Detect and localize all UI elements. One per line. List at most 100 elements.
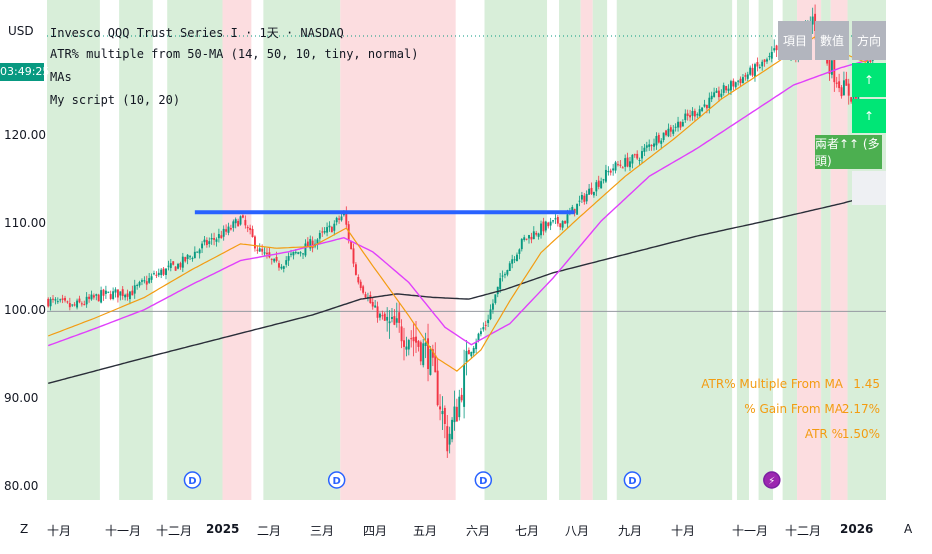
candle-body	[328, 225, 331, 228]
candle-body	[436, 370, 439, 406]
candle-body	[585, 193, 588, 202]
dividend-marker	[327, 471, 346, 489]
symbol-title[interactable]: Invesco QQQ Trust Series I · 1天 · NASDAQ	[50, 26, 344, 40]
candle-body	[744, 75, 747, 77]
candle-body	[299, 252, 302, 254]
candle-body	[451, 419, 454, 440]
candle-body	[126, 293, 129, 297]
candle-body	[496, 286, 499, 295]
candle-body	[304, 243, 307, 256]
candle-body	[403, 340, 405, 347]
candle-body	[547, 222, 550, 227]
candle-body	[650, 144, 653, 147]
candle-body	[253, 236, 256, 249]
candle-body	[566, 214, 569, 224]
indicator-mas-legend[interactable]: MAs	[50, 70, 72, 84]
candle-body	[434, 354, 437, 373]
candle-body	[431, 349, 434, 358]
candle-body	[258, 248, 261, 252]
candle-body	[73, 304, 76, 306]
candle-body	[835, 82, 838, 84]
candle-body	[556, 216, 559, 224]
candle-body	[754, 64, 756, 77]
candle-body	[528, 235, 530, 239]
candle-body	[616, 164, 619, 166]
candle-body	[448, 433, 451, 445]
candle-body	[580, 194, 583, 200]
table-cell-dir: ↑	[852, 63, 886, 97]
candle-body	[696, 114, 699, 116]
candle-body	[499, 278, 502, 290]
y-tick-label: 110.00	[4, 215, 46, 230]
table-cell-value	[815, 63, 849, 97]
candle-body	[604, 169, 607, 182]
candle-body	[653, 143, 655, 147]
regime-band-red	[830, 0, 848, 500]
table-cell-item	[778, 171, 812, 205]
axis-corner-right[interactable]: A	[904, 522, 913, 536]
candle-body	[631, 154, 634, 164]
candle-body	[443, 407, 446, 424]
candle-body	[160, 269, 163, 276]
candle-body	[71, 304, 74, 306]
candle-body	[641, 151, 643, 159]
candle-body	[100, 290, 103, 303]
indicator-myscript-legend[interactable]: My script (10, 20)	[50, 93, 181, 107]
candle-body	[177, 263, 179, 269]
candle-body	[124, 294, 127, 298]
candle-body	[116, 289, 119, 298]
candle-body	[516, 254, 518, 262]
candle-body	[535, 232, 538, 235]
candle-body	[374, 305, 377, 308]
candle-body	[316, 239, 319, 245]
event-marker-label: D	[628, 476, 636, 487]
regime-band-green	[758, 0, 774, 500]
candle-body	[513, 259, 516, 261]
candle-body	[302, 253, 304, 255]
x-tick-label: 五月	[413, 524, 438, 538]
candle-body	[597, 180, 600, 187]
candle-body	[749, 67, 752, 75]
candle-body	[364, 294, 367, 298]
candle-body	[506, 270, 509, 275]
candle-body	[638, 159, 641, 161]
axis-corner-left[interactable]: Z	[20, 522, 29, 536]
candle-body	[52, 298, 54, 300]
candle-body	[371, 301, 374, 307]
candle-body	[378, 313, 381, 318]
candle-body	[845, 78, 848, 86]
candle-body	[196, 251, 199, 253]
candle-body	[494, 294, 497, 303]
candle-body	[309, 239, 312, 249]
candle-body	[609, 170, 612, 173]
candle-body	[398, 312, 401, 323]
candle-body	[140, 280, 143, 282]
candle-body	[203, 239, 206, 243]
y-tick-label: 80.00	[4, 478, 39, 493]
candle-body	[181, 256, 184, 268]
candle-body	[333, 223, 336, 231]
candle-body	[705, 104, 708, 109]
candle-body	[407, 340, 410, 350]
candle-body	[518, 249, 521, 254]
indicator-atr-legend[interactable]: ATR% multiple from 50-MA (14, 50, 10, ti…	[50, 47, 419, 61]
event-marker-label: D	[333, 476, 341, 487]
candle-body	[504, 274, 506, 276]
candle-body	[76, 300, 79, 308]
candle-body	[453, 406, 456, 423]
candle-body	[477, 333, 480, 341]
dividend-marker	[183, 471, 202, 489]
y-tick-label: 100.00	[4, 303, 46, 318]
candle-body	[186, 254, 189, 260]
candle-body	[552, 220, 555, 222]
candle-body	[112, 291, 115, 300]
x-tick-label: 十一月	[105, 524, 142, 538]
candle-body	[751, 67, 754, 76]
x-tick-label: 十月	[671, 524, 696, 538]
candle-body	[470, 351, 473, 357]
candle-body	[90, 294, 93, 300]
candle-body	[852, 94, 855, 101]
stat-label: ATR %	[804, 427, 843, 441]
